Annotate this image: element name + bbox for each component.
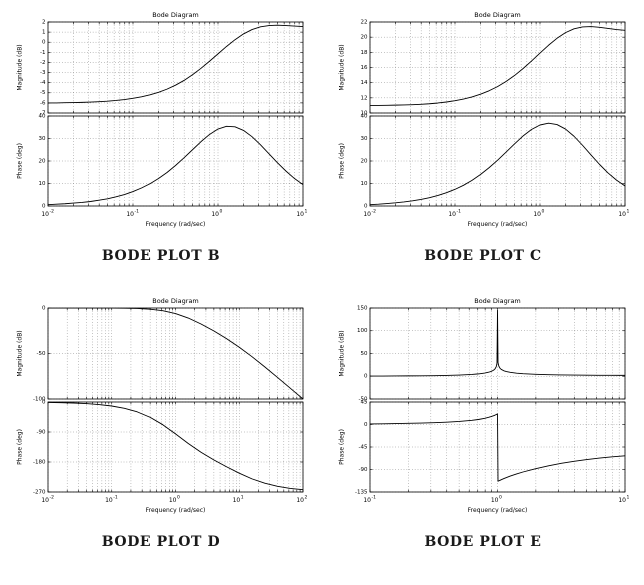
bode-plot-d-figure: BODE PLOT D <box>6 294 316 550</box>
bode-plot-b-canvas <box>11 8 311 233</box>
plots-grid: BODE PLOT B BODE PLOT C BODE PLOT D BODE… <box>6 8 638 550</box>
bode-plot-b-figure: BODE PLOT B <box>6 8 316 264</box>
bode-plot-c-figure: BODE PLOT C <box>328 8 638 264</box>
bode-plot-e-caption: BODE PLOT E <box>424 534 542 550</box>
bode-plot-e-figure: BODE PLOT E <box>328 294 638 550</box>
bode-plot-d-canvas <box>11 294 311 519</box>
bode-plot-b-caption: BODE PLOT B <box>101 248 221 264</box>
bode-plot-e-canvas <box>333 294 633 519</box>
bode-plot-c-canvas <box>333 8 633 233</box>
bode-plot-c-caption: BODE PLOT C <box>424 248 542 264</box>
bode-plot-d-caption: BODE PLOT D <box>101 534 221 550</box>
